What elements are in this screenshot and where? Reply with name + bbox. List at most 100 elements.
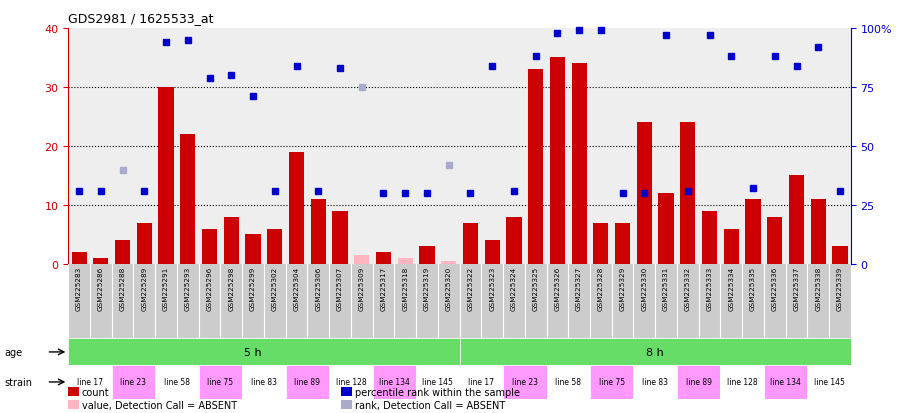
Text: GSM225318: GSM225318 [402,266,409,310]
Text: GSM225289: GSM225289 [141,266,147,310]
Bar [354,256,369,264]
Text: 5 h: 5 h [244,347,262,357]
Text: GSM225336: GSM225336 [772,266,778,310]
Bar [463,223,478,264]
Bar [372,366,416,399]
Text: line 128: line 128 [336,377,366,387]
Text: 8 h: 8 h [646,347,664,357]
Bar [571,64,587,264]
Bar [242,366,286,399]
Bar [506,217,521,264]
Text: line 75: line 75 [207,377,234,387]
Text: GSM225335: GSM225335 [750,266,756,310]
Bar [763,366,807,399]
Text: rank, Detection Call = ABSENT: rank, Detection Call = ABSENT [355,400,505,410]
Bar [593,223,609,264]
Text: line 134: line 134 [379,377,410,387]
Text: GSM225298: GSM225298 [228,266,234,310]
Bar [180,135,196,264]
Text: line 58: line 58 [164,377,190,387]
Text: GSM225329: GSM225329 [620,266,625,310]
Bar [484,241,500,264]
Text: line 17: line 17 [469,377,494,387]
Text: count: count [82,387,109,397]
Text: GSM225288: GSM225288 [119,266,126,310]
Bar [550,58,565,264]
Text: GSM225337: GSM225337 [794,266,800,310]
Text: GSM225320: GSM225320 [446,266,451,310]
Bar [115,241,130,264]
Text: GSM225299: GSM225299 [250,266,256,310]
Text: GSM225324: GSM225324 [511,266,517,310]
Bar [224,217,239,264]
Text: GSM225322: GSM225322 [468,266,473,310]
Bar [833,247,847,264]
Text: GSM225328: GSM225328 [598,266,604,310]
Text: GSM225326: GSM225326 [554,266,561,310]
Bar [332,211,348,264]
Bar [198,366,242,399]
Bar [745,199,761,264]
Bar [158,88,174,264]
Text: GSM225339: GSM225339 [837,266,843,310]
Bar [590,366,633,399]
Bar [637,123,652,264]
Bar [615,223,631,264]
Bar [376,253,391,264]
Text: line 58: line 58 [555,377,581,387]
Bar [789,176,804,264]
Bar [68,366,112,399]
Text: line 75: line 75 [599,377,625,387]
Text: GSM225319: GSM225319 [424,266,430,310]
Bar [136,223,152,264]
Text: strain: strain [5,377,33,387]
Bar [633,366,677,399]
Bar [72,253,86,264]
Text: GSM225323: GSM225323 [490,266,495,310]
Bar [528,70,543,264]
Text: percentile rank within the sample: percentile rank within the sample [355,387,520,397]
Text: GSM225330: GSM225330 [642,266,647,310]
Bar [93,259,108,264]
Bar [677,366,721,399]
Bar [721,366,763,399]
Bar [659,194,673,264]
Bar [112,366,156,399]
Bar [246,235,260,264]
Text: line 17: line 17 [77,377,103,387]
Bar [202,229,217,264]
Bar [680,123,695,264]
Text: GDS2981 / 1625533_at: GDS2981 / 1625533_at [68,12,214,25]
Bar [398,259,413,264]
Bar [156,366,198,399]
Text: line 145: line 145 [422,377,453,387]
Text: GSM225296: GSM225296 [207,266,213,310]
Bar [310,199,326,264]
Text: GSM225291: GSM225291 [163,266,169,310]
Bar [416,366,460,399]
Bar [723,229,739,264]
Bar [702,211,717,264]
Text: GSM225332: GSM225332 [685,266,691,310]
Text: GSM225325: GSM225325 [532,266,539,310]
Text: GSM225327: GSM225327 [576,266,582,310]
Text: GSM225302: GSM225302 [272,266,278,310]
Text: line 89: line 89 [685,377,712,387]
Text: age: age [5,347,23,357]
Text: GSM225283: GSM225283 [76,266,82,310]
Text: line 83: line 83 [251,377,277,387]
Bar [268,229,282,264]
Text: GSM225286: GSM225286 [98,266,104,310]
Text: line 89: line 89 [294,377,320,387]
Text: line 23: line 23 [120,377,147,387]
Text: GSM225331: GSM225331 [663,266,669,310]
Text: line 23: line 23 [511,377,538,387]
Text: line 128: line 128 [727,377,757,387]
Bar [807,366,851,399]
Text: GSM225304: GSM225304 [294,266,299,310]
Bar [329,366,372,399]
Text: GSM225333: GSM225333 [706,266,713,310]
Text: line 145: line 145 [814,377,844,387]
Text: GSM225307: GSM225307 [337,266,343,310]
Bar [441,261,456,264]
